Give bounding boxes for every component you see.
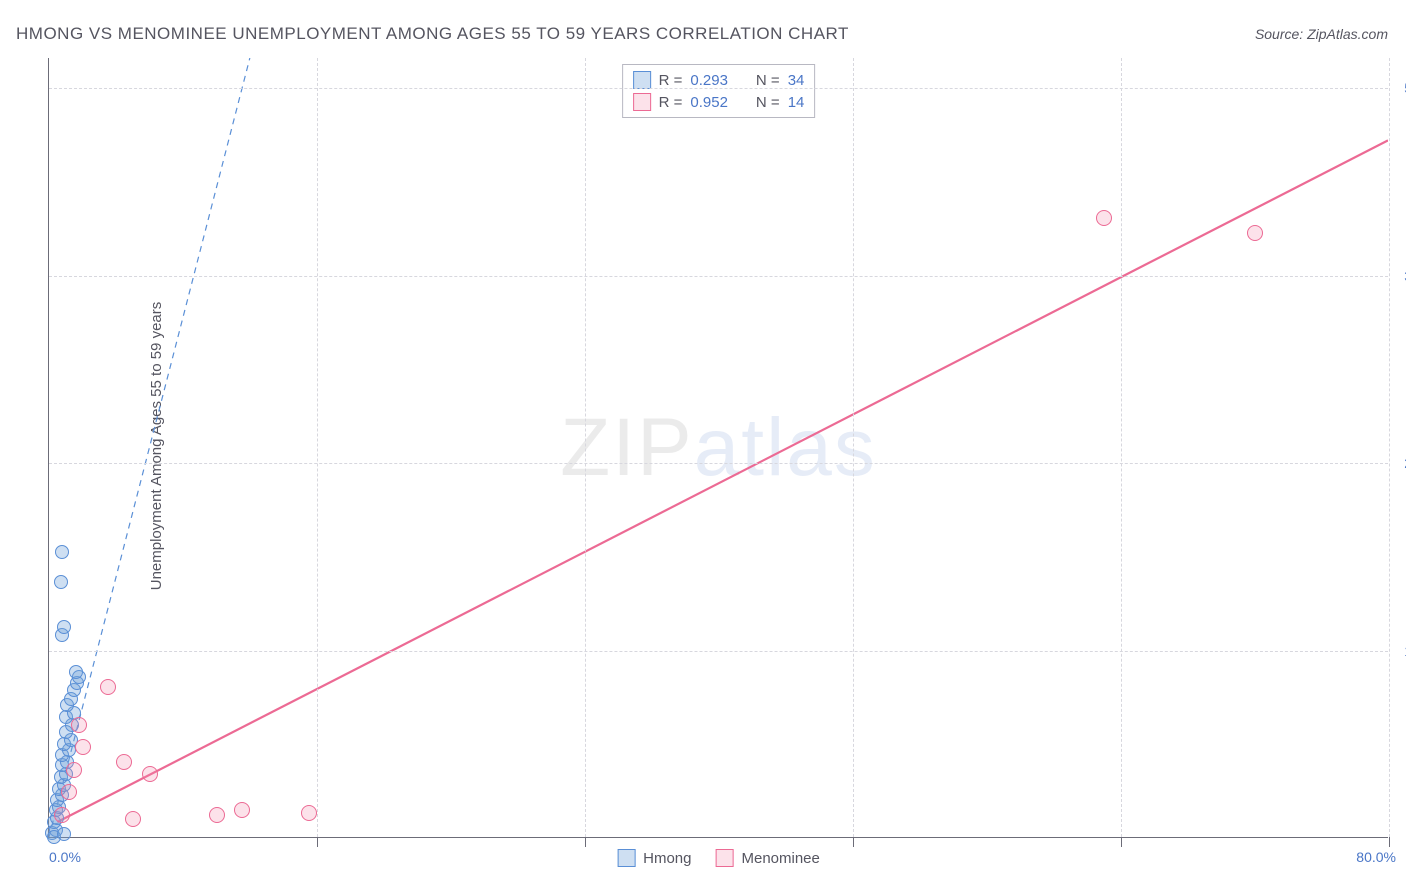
scatter-point [301, 805, 317, 821]
scatter-point [71, 717, 87, 733]
scatter-point [55, 545, 69, 559]
chart-title: HMONG VS MENOMINEE UNEMPLOYMENT AMONG AG… [16, 24, 849, 44]
legend-series-item: Menominee [715, 849, 819, 867]
legend-correlation-box: R = 0.293 N = 34 R = 0.952 N = 14 [622, 64, 816, 118]
scatter-point [116, 754, 132, 770]
scatter-point [54, 575, 68, 589]
chart-plot-area: ZIPatlas R =0.293N =34R =0.952N =14 Hmon… [48, 58, 1388, 838]
x-axis-max-label: 80.0% [1356, 849, 1396, 865]
trend-lines-svg [49, 58, 1388, 837]
legend-swatch [617, 849, 635, 867]
trend-line [57, 140, 1388, 822]
horizontal-gridline [49, 276, 1388, 277]
vertical-gridline [585, 58, 586, 837]
scatter-point [54, 807, 70, 823]
vertical-gridline [853, 58, 854, 837]
watermark: ZIPatlas [560, 401, 877, 495]
scatter-point [1096, 210, 1112, 226]
x-axis-tick [1389, 837, 1390, 847]
x-axis-min-label: 0.0% [49, 849, 81, 865]
horizontal-gridline [49, 88, 1388, 89]
vertical-gridline [317, 58, 318, 837]
legend-r-value: 0.293 [690, 72, 728, 89]
scatter-point [234, 802, 250, 818]
x-axis-tick [853, 837, 854, 847]
vertical-gridline [1389, 58, 1390, 837]
x-axis-tick [317, 837, 318, 847]
scatter-point [61, 784, 77, 800]
scatter-point [125, 811, 141, 827]
x-axis-tick [1121, 837, 1122, 847]
legend-series-label: Hmong [643, 850, 691, 867]
legend-n-value: 14 [788, 94, 805, 111]
legend-swatch [715, 849, 733, 867]
scatter-point [57, 620, 71, 634]
x-axis-tick [585, 837, 586, 847]
legend-r-value: 0.952 [690, 94, 728, 111]
legend-swatch [633, 71, 651, 89]
vertical-gridline [1121, 58, 1122, 837]
legend-n-label: N = [756, 72, 780, 89]
legend-correlation-row: R = 0.952 N = 14 [633, 91, 805, 113]
scatter-point [66, 762, 82, 778]
horizontal-gridline [49, 463, 1388, 464]
scatter-point [75, 739, 91, 755]
watermark-zip: ZIP [560, 402, 694, 493]
legend-series: Hmong Menominee [617, 849, 820, 867]
scatter-point [57, 827, 71, 841]
legend-r-label: R = [659, 94, 683, 111]
horizontal-gridline [49, 651, 1388, 652]
scatter-point [1247, 225, 1263, 241]
legend-series-label: Menominee [741, 850, 819, 867]
source-attribution: Source: ZipAtlas.com [1255, 26, 1388, 42]
legend-swatch [633, 93, 651, 111]
scatter-point [209, 807, 225, 823]
legend-n-label: N = [756, 94, 780, 111]
scatter-point [142, 766, 158, 782]
scatter-point [69, 665, 83, 679]
legend-series-item: Hmong [617, 849, 691, 867]
watermark-atlas: atlas [694, 402, 877, 493]
legend-n-value: 34 [788, 72, 805, 89]
legend-r-label: R = [659, 72, 683, 89]
scatter-point [100, 679, 116, 695]
